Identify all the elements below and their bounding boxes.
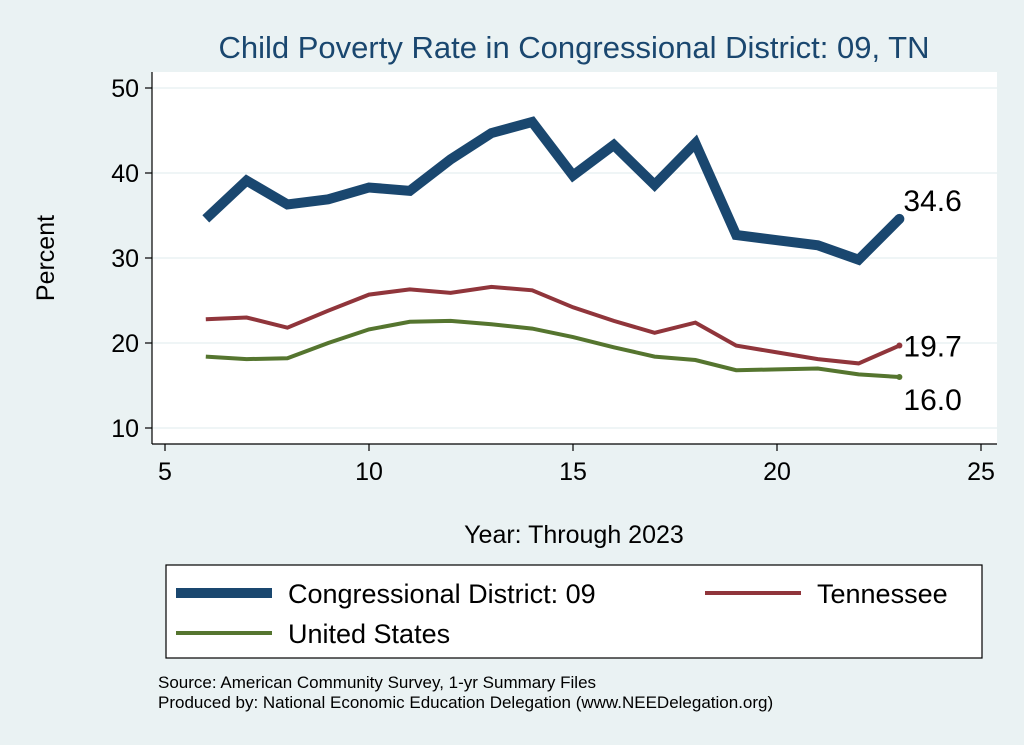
source-note: Source: American Community Survey, 1-yr … bbox=[158, 673, 596, 692]
series-line-tennessee bbox=[205, 284, 901, 366]
legend: Congressional District: 09 Tennessee Unite… bbox=[176, 579, 948, 649]
series-end-label: 16.0 bbox=[903, 384, 961, 417]
series-line-united-states bbox=[205, 318, 900, 379]
series-end-marker bbox=[896, 374, 903, 380]
y-tick-label: 20 bbox=[111, 330, 139, 358]
y-tick-label: 50 bbox=[111, 75, 139, 103]
legend-label: Tennessee bbox=[817, 579, 948, 609]
y-axis-ticks: 10 20 30 40 50 bbox=[111, 75, 152, 443]
series-end-marker bbox=[894, 213, 905, 224]
y-tick-label: 40 bbox=[111, 160, 139, 188]
y-tick-label: 10 bbox=[111, 415, 139, 443]
chart-title: Child Poverty Rate in Congressional Dist… bbox=[219, 30, 930, 65]
legend-box bbox=[165, 564, 983, 659]
x-tick-label: 5 bbox=[158, 458, 172, 486]
series-end-label: 34.6 bbox=[903, 185, 961, 218]
series-end-marker bbox=[896, 342, 903, 349]
legend-label: Congressional District: 09 bbox=[288, 579, 596, 609]
x-axis-ticks: 5 10 15 20 25 bbox=[158, 444, 995, 486]
x-axis-title: Year: Through 2023 bbox=[464, 521, 684, 549]
x-tick-label: 15 bbox=[559, 458, 587, 486]
end-labels: 34.6 19.7 16.0 bbox=[903, 185, 961, 417]
x-tick-label: 20 bbox=[763, 458, 791, 486]
producer-note: Produced by: National Economic Education… bbox=[158, 693, 773, 712]
series-layer bbox=[202, 116, 905, 380]
series-end-label: 19.7 bbox=[903, 331, 961, 364]
y-tick-label: 30 bbox=[111, 245, 139, 273]
x-tick-label: 10 bbox=[355, 458, 383, 486]
y-axis-title: Percent bbox=[32, 215, 60, 301]
series-line-congressional-district bbox=[202, 116, 903, 266]
x-tick-label: 25 bbox=[967, 458, 995, 486]
legend-label: United States bbox=[288, 619, 450, 649]
